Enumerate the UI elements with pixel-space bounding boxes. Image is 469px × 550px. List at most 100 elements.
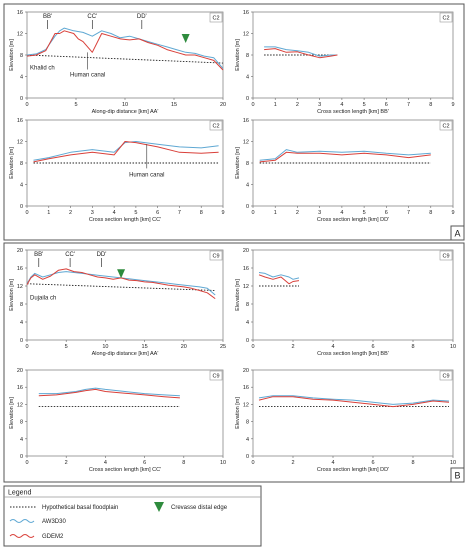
section-marker-label: DD' (137, 14, 147, 20)
legend-box (3, 485, 262, 547)
y-tick-label: 16 (243, 266, 249, 272)
y-tick-label: 0 (20, 454, 23, 460)
y-tick-label: 0 (20, 204, 23, 210)
y-tick-label: 12 (243, 32, 249, 38)
x-tick-label: 9 (221, 210, 224, 216)
x-tick-label: 10 (102, 344, 108, 350)
x-tick-label: 20 (220, 102, 226, 108)
site-label-box (439, 120, 453, 131)
y-tick-label: 8 (20, 161, 23, 167)
y-tick-label: 4 (20, 75, 23, 81)
x-tick-label: 9 (451, 210, 454, 216)
x-tick-label: 2 (291, 344, 294, 350)
site-label: C2 (442, 124, 449, 130)
plot-area (26, 369, 224, 457)
x-tick-label: 6 (156, 210, 159, 216)
y-tick-label: 0 (246, 454, 249, 460)
site-label-box (209, 370, 223, 381)
y-tick-label: 20 (243, 368, 249, 374)
y-tick-label: 16 (243, 118, 249, 124)
panel-frame (3, 3, 465, 241)
section-marker-label: CC' (87, 14, 97, 20)
y-tick-label: 20 (17, 368, 23, 374)
y-tick-label: 20 (243, 248, 249, 254)
x-tick-label: 4 (104, 460, 107, 466)
x-axis-label: Cross section length [km] CC' (89, 217, 161, 223)
y-tick-label: 16 (17, 118, 23, 124)
x-tick-label: 6 (385, 102, 388, 108)
y-tick-label: 4 (246, 320, 249, 326)
x-tick-label: 0 (25, 102, 28, 108)
y-axis-label: Elevation [m] (9, 397, 15, 429)
panel-label: B (454, 471, 460, 481)
x-tick-label: 0 (25, 460, 28, 466)
x-tick-label: 15 (142, 344, 148, 350)
series-gdem2 (259, 151, 431, 163)
annotation-label: Khalid ch (30, 66, 55, 72)
y-tick-label: 16 (243, 385, 249, 391)
x-tick-label: 8 (182, 460, 185, 466)
y-tick-label: 8 (246, 161, 249, 167)
y-tick-label: 8 (246, 302, 249, 308)
x-axis-label: Cross section length [km] DD' (317, 217, 389, 223)
x-tick-label: 7 (178, 210, 181, 216)
panel-label-box (450, 467, 465, 483)
panel-label-box (450, 225, 465, 241)
series-aw3d30 (259, 149, 431, 161)
floodplain-line (26, 283, 216, 291)
y-tick-label: 0 (20, 96, 23, 102)
y-tick-label: 8 (20, 53, 23, 59)
series-aw3d30 (33, 141, 219, 161)
x-tick-label: 5 (74, 102, 77, 108)
y-tick-label: 12 (243, 284, 249, 290)
y-tick-label: 0 (20, 338, 23, 344)
site-label: C2 (212, 124, 219, 130)
series-aw3d30 (258, 272, 300, 280)
legend-swatch-crevasse (154, 502, 164, 512)
y-tick-label: 16 (17, 266, 23, 272)
legend-swatch-aw3d30 (9, 519, 35, 523)
chart-a-dd (251, 119, 454, 208)
annotation-label: Human canal (129, 172, 164, 178)
x-tick-label: 6 (371, 460, 374, 466)
section-marker-label: BB' (34, 252, 43, 258)
x-tick-label: 9 (451, 102, 454, 108)
x-tick-label: 4 (331, 460, 334, 466)
x-tick-label: 0 (251, 102, 254, 108)
y-tick-label: 0 (246, 338, 249, 344)
series-aw3d30 (26, 27, 224, 69)
x-axis-label: Cross section length [km] CC' (89, 467, 161, 473)
y-tick-label: 20 (17, 248, 23, 254)
section-marker-label: BB' (43, 14, 52, 20)
x-axis-label: Cross section length [km] BB' (317, 109, 389, 115)
plot-area (252, 249, 454, 341)
annotation-label: Dujaila ch (30, 296, 56, 302)
y-axis-label: Elevation [m] (235, 397, 241, 429)
site-label: C9 (442, 254, 449, 260)
floodplain-line (26, 54, 224, 64)
legend-swatch-gdem2 (9, 534, 35, 538)
x-tick-label: 10 (220, 460, 226, 466)
site-label: C9 (212, 374, 219, 380)
series-gdem2 (38, 388, 180, 399)
chart-b-dd (251, 369, 454, 458)
y-tick-label: 8 (246, 420, 249, 426)
y-tick-label: 4 (246, 437, 249, 443)
y-tick-label: 16 (17, 10, 23, 16)
x-axis-label: Cross section length [km] DD' (317, 467, 389, 473)
y-tick-label: 8 (20, 302, 23, 308)
site-label: C9 (442, 374, 449, 380)
y-tick-label: 4 (20, 320, 23, 326)
crevasse-triangle (181, 33, 190, 43)
site-label-box (209, 120, 223, 131)
series-gdem2 (258, 274, 300, 285)
chart-a-cc (25, 119, 224, 208)
site-label-box (439, 12, 453, 23)
y-tick-label: 12 (17, 140, 23, 146)
y-axis-label: Elevation [m] (9, 39, 15, 71)
x-tick-label: 2 (291, 460, 294, 466)
x-tick-label: 4 (331, 344, 334, 350)
x-tick-label: 2 (296, 210, 299, 216)
y-tick-label: 4 (246, 183, 249, 189)
